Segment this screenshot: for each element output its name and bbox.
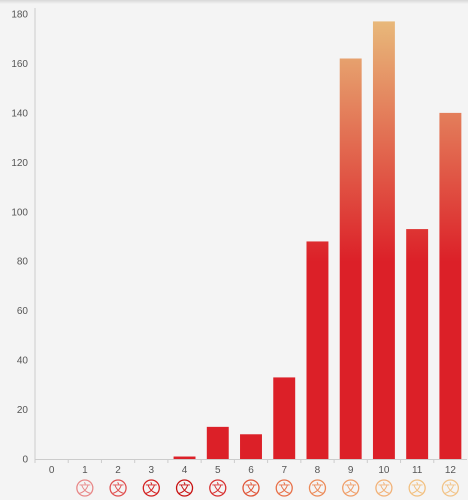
x-tick-label: 3 [149, 465, 155, 476]
stamp-icon: 文 [375, 479, 393, 497]
x-tick-label: 12 [445, 465, 457, 476]
y-tick-label: 100 [11, 207, 28, 218]
x-tick-label: 1 [82, 465, 88, 476]
y-tick-label: 140 [11, 108, 28, 119]
bar[interactable] [273, 377, 296, 459]
bars [173, 21, 462, 460]
svg-text:文: 文 [245, 481, 257, 496]
x-tick-label: 5 [215, 465, 221, 476]
bar[interactable] [339, 58, 362, 460]
stamp-icon: 文 [441, 479, 460, 497]
y-tick-label: 160 [11, 59, 28, 70]
top-shadow [0, 0, 468, 4]
svg-text:文: 文 [179, 481, 191, 496]
stamp-icon: 文 [109, 479, 127, 497]
stamp-icon: 文 [275, 479, 293, 497]
x-tick-label: 8 [315, 465, 321, 476]
stamp-icon: 文 [408, 479, 426, 497]
svg-text:文: 文 [278, 481, 290, 496]
x-axis: 0 1 2 3 4 5 6 7 8 9 10 11 12 [34, 459, 467, 476]
y-tick-label: 20 [17, 405, 29, 416]
x-tick-label: 0 [49, 465, 55, 476]
stamp-icon: 文 [209, 479, 227, 497]
x-tick-label: 4 [182, 465, 188, 476]
svg-text:文: 文 [212, 481, 224, 496]
y-tick-label: 40 [17, 356, 29, 367]
svg-text:文: 文 [378, 481, 390, 496]
svg-text:文: 文 [311, 481, 323, 496]
bar[interactable] [173, 456, 196, 459]
bar[interactable] [306, 241, 329, 459]
y-tick-label: 80 [17, 257, 29, 268]
x-icon-row: 文文文文文文文文文文文文 [76, 479, 460, 497]
stamp-icon: 文 [308, 479, 327, 497]
svg-text:文: 文 [145, 481, 157, 496]
stamp-icon: 文 [242, 479, 260, 497]
stamp-icon: 文 [76, 479, 94, 497]
stamp-icon: 文 [342, 479, 360, 497]
svg-text:文: 文 [444, 481, 456, 496]
svg-text:文: 文 [345, 481, 357, 496]
y-tick-label: 0 [22, 455, 28, 466]
x-tick-label: 6 [248, 465, 254, 476]
bar[interactable] [439, 112, 462, 459]
bar[interactable] [406, 229, 429, 459]
y-axis: 0 20 40 60 80 100 120 140 160 180 [11, 8, 36, 466]
stamp-icon: 文 [175, 479, 194, 497]
svg-text:文: 文 [411, 481, 423, 496]
svg-text:文: 文 [112, 481, 124, 496]
x-tick-label: 7 [281, 465, 287, 476]
bar[interactable] [240, 434, 262, 459]
bar[interactable] [206, 426, 229, 459]
y-tick-label: 180 [11, 10, 28, 21]
x-tick-label: 9 [348, 465, 354, 476]
svg-text:文: 文 [79, 481, 91, 496]
bar[interactable] [372, 21, 395, 460]
x-tick-label: 10 [378, 465, 390, 476]
y-tick-label: 60 [17, 306, 29, 317]
x-tick-label: 11 [412, 465, 423, 476]
x-tick-label: 2 [115, 465, 121, 476]
y-tick-label: 120 [11, 158, 28, 169]
stamp-icon: 文 [142, 479, 160, 497]
